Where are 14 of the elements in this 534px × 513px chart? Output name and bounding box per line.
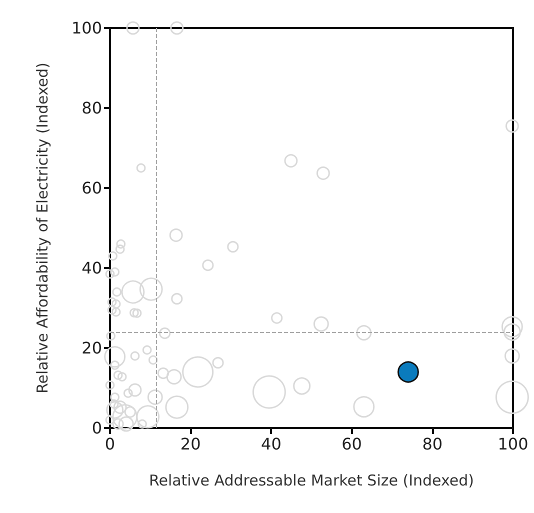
y-tick-label: 80 [82,98,102,118]
x-tick-label: 20 [180,434,201,454]
y-tick-label: 20 [82,338,102,358]
y-axis-title: Relative Affordability of Electricity (Indexed) [34,62,52,394]
y-tick-label: 100 [71,18,102,38]
x-axis-title: Relative Addressable Market Size (Indexed) [148,472,474,490]
y-tick-label: 0 [92,418,102,438]
x-tick-label: 80 [422,434,443,454]
x-tick-label: 60 [342,434,362,454]
y-tick-label: 40 [82,258,102,278]
x-tick-label: 0 [104,434,116,454]
x-tick-label: 100 [498,434,528,454]
y-tick-label: 60 [82,178,102,198]
x-tick-label: 40 [261,434,282,454]
